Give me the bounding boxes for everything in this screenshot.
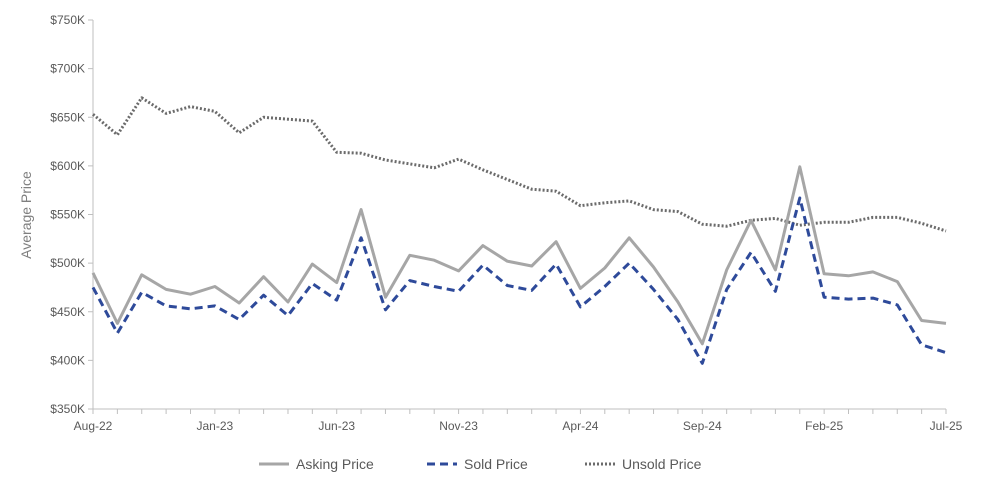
x-tick-label: Apr-24 [562,419,598,433]
y-tick-label: $400K [50,353,85,367]
y-tick-label: $550K [50,208,85,222]
x-axis-ticks: Aug-22 Jan-23 Jun-23 Nov-23 Apr-24 Sep-24 Feb-… [74,409,963,433]
x-tick-label: Aug-22 [74,419,113,433]
y-tick-label: $350K [50,402,85,416]
y-tick-label: $500K [50,256,85,270]
y-tick-label: $750K [50,13,85,27]
y-tick-label: $700K [50,62,85,76]
legend-label: Unsold Price [622,456,702,472]
y-tick-label: $600K [50,159,85,173]
y-axis-ticks: $350K $400K $450K $500K $550K $600K $650K $700K… [50,13,93,416]
x-tick-label: Feb-25 [805,419,843,433]
series-lines [91,96,947,365]
y-axis-title: Average Price [18,171,34,259]
legend-label: Sold Price [464,456,528,472]
x-tick-label: Sep-24 [683,419,722,433]
series-line-unsold-price [92,96,947,233]
y-tick-label: $450K [50,305,85,319]
x-tick-label: Jul-25 [930,419,963,433]
legend: Asking Price Sold Price Unsold Price [259,456,702,472]
y-tick-label: $650K [50,110,85,124]
x-tick-label: Jan-23 [197,419,234,433]
legend-label: Asking Price [296,456,374,472]
series-line-sold-price [91,196,947,365]
x-tick-label: Nov-23 [439,419,478,433]
x-tick-label: Jun-23 [318,419,355,433]
series-line-asking-price [91,165,947,346]
